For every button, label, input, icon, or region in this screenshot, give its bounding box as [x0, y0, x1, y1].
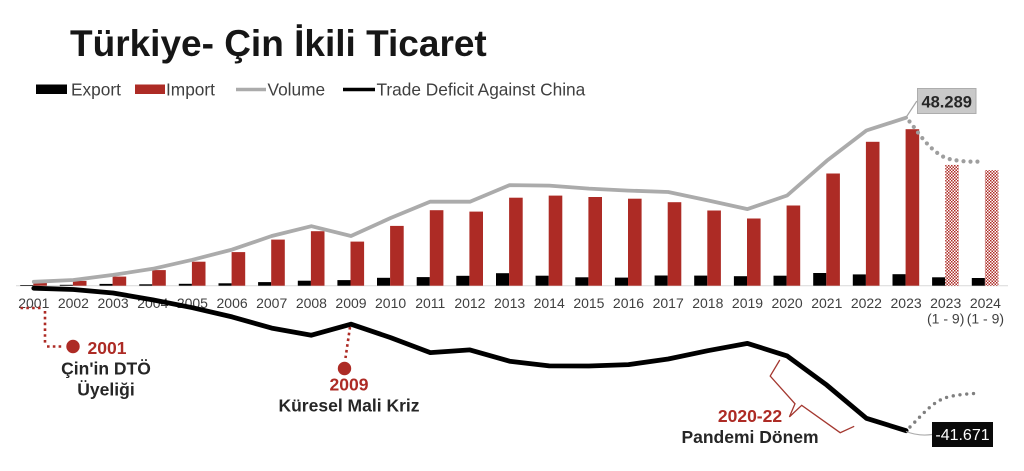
svg-text:2018: 2018: [692, 295, 723, 311]
svg-text:2020: 2020: [772, 295, 803, 311]
svg-text:-41.671: -41.671: [935, 427, 989, 444]
svg-text:2024: 2024: [970, 295, 1001, 311]
svg-text:2019: 2019: [732, 295, 763, 311]
svg-text:2009: 2009: [335, 295, 366, 311]
svg-text:2012: 2012: [454, 295, 485, 311]
svg-text:Üyeliği: Üyeliği: [77, 380, 134, 400]
svg-text:2010: 2010: [375, 295, 406, 311]
svg-text:2015: 2015: [573, 295, 604, 311]
svg-text:2023: 2023: [930, 295, 961, 311]
svg-text:2023: 2023: [891, 295, 922, 311]
svg-text:Trade Deficit Against China: Trade Deficit Against China: [377, 80, 586, 100]
svg-text:2021: 2021: [811, 295, 842, 311]
svg-text:2014: 2014: [534, 295, 565, 311]
svg-text:2013: 2013: [494, 295, 525, 311]
svg-text:2009: 2009: [330, 375, 369, 395]
svg-text:48.289: 48.289: [921, 94, 971, 112]
svg-text:2016: 2016: [613, 295, 644, 311]
svg-text:(1 - 9): (1 - 9): [927, 310, 964, 326]
svg-text:2008: 2008: [296, 295, 327, 311]
svg-text:(1 - 9): (1 - 9): [967, 310, 1004, 326]
svg-text:Import: Import: [166, 80, 215, 100]
svg-text:2011: 2011: [415, 295, 445, 311]
svg-text:Çin'in DTÖ: Çin'in DTÖ: [61, 359, 151, 379]
svg-text:2006: 2006: [217, 295, 248, 311]
svg-text:2002: 2002: [58, 295, 89, 311]
svg-text:2007: 2007: [256, 295, 287, 311]
svg-text:2020-22: 2020-22: [718, 406, 782, 426]
svg-text:Volume: Volume: [268, 80, 326, 100]
svg-text:Küresel Mali Kriz: Küresel Mali Kriz: [278, 396, 419, 416]
svg-text:2017: 2017: [653, 295, 684, 311]
svg-text:2003: 2003: [98, 295, 129, 311]
svg-text:Pandemi Dönem: Pandemi Dönem: [681, 427, 818, 447]
svg-text:2001: 2001: [18, 295, 49, 311]
svg-text:Export: Export: [71, 80, 121, 100]
svg-text:2001: 2001: [88, 338, 127, 358]
svg-text:2022: 2022: [851, 295, 882, 311]
svg-text:Türkiye- Çin İkili Ticaret: Türkiye- Çin İkili Ticaret: [70, 23, 487, 64]
